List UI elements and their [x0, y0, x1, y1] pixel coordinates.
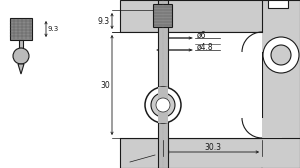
- Polygon shape: [18, 64, 24, 74]
- Text: 30.3: 30.3: [204, 142, 221, 152]
- Bar: [120, 0, 300, 32]
- Circle shape: [263, 37, 299, 73]
- Circle shape: [156, 98, 170, 112]
- Bar: [158, 0, 168, 168]
- Circle shape: [271, 45, 291, 65]
- Bar: [262, 0, 300, 168]
- Bar: [120, 138, 300, 168]
- Text: 9.3: 9.3: [48, 26, 59, 32]
- FancyBboxPatch shape: [154, 5, 172, 28]
- Text: 30: 30: [100, 80, 110, 90]
- Text: 9.3: 9.3: [98, 16, 110, 26]
- Circle shape: [13, 48, 29, 64]
- Polygon shape: [262, 118, 282, 138]
- Bar: [19, 40, 23, 48]
- Bar: [120, 32, 262, 138]
- Bar: [10, 18, 32, 40]
- Text: ø6: ø6: [197, 31, 206, 39]
- Bar: [268, 0, 288, 8]
- Circle shape: [145, 87, 181, 123]
- Polygon shape: [262, 32, 282, 52]
- Circle shape: [151, 93, 175, 117]
- Bar: [158, 87, 168, 123]
- Text: ø4.8: ø4.8: [197, 43, 214, 52]
